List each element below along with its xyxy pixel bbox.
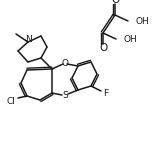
Text: N: N <box>26 34 32 43</box>
Text: Cl: Cl <box>7 97 15 105</box>
Text: OH: OH <box>124 34 138 43</box>
Text: F: F <box>104 89 109 99</box>
Text: OH: OH <box>136 16 150 26</box>
Text: O: O <box>99 43 107 53</box>
Text: O: O <box>61 59 68 67</box>
Text: S: S <box>62 91 68 101</box>
Text: O: O <box>111 0 119 5</box>
